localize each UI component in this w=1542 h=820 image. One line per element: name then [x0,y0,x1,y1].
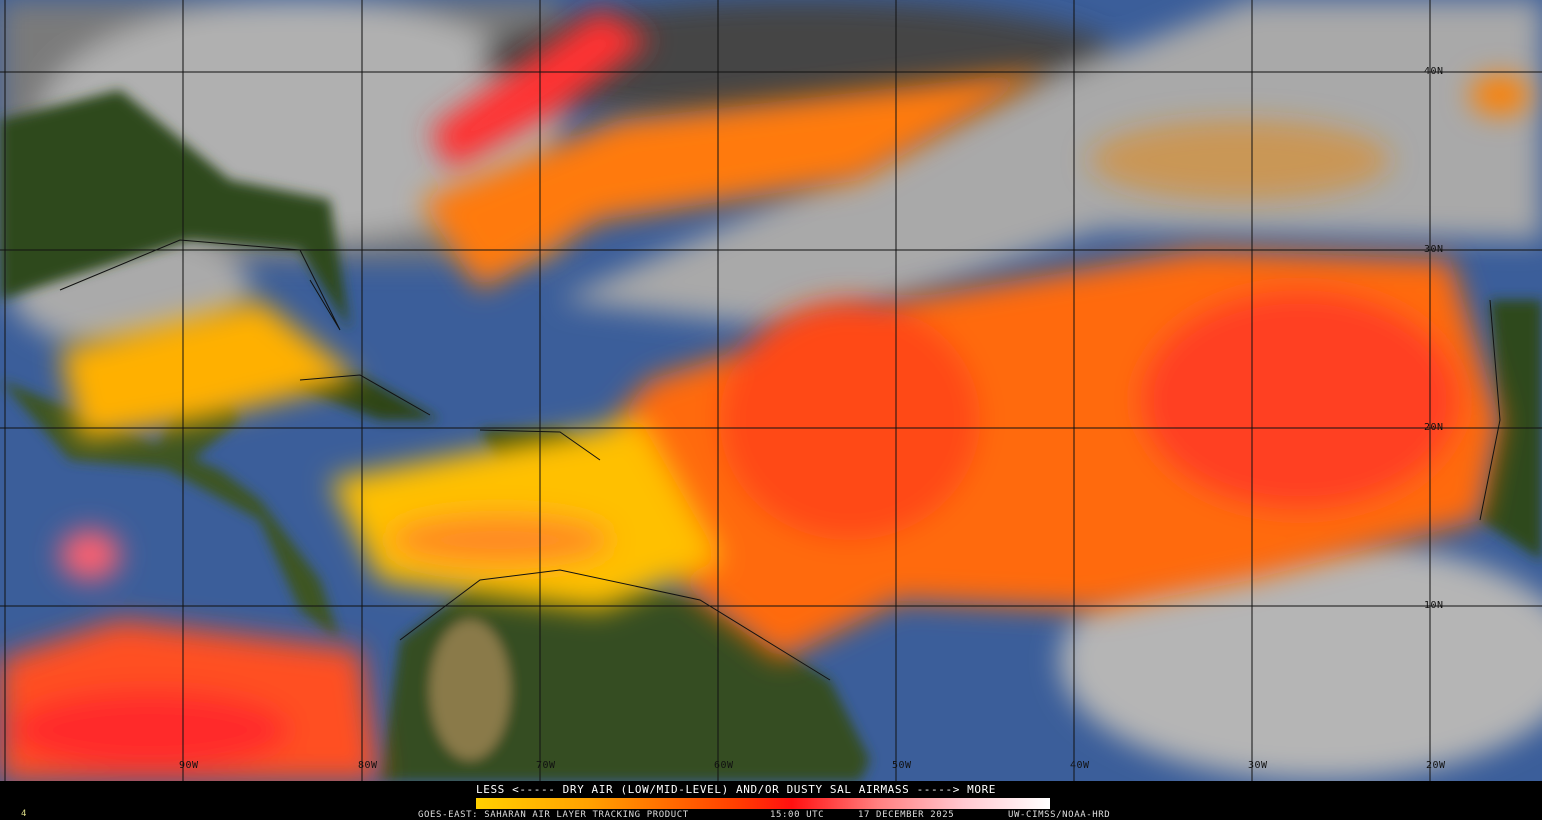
legend-title: LESS <----- DRY AIR (LOW/MID-LEVEL) AND/… [476,783,997,796]
credit: UW-CIMSS/NOAA-HRD [1008,810,1111,820]
date-stamp: 17 DECEMBER 2025 [858,810,955,820]
lon-label: 80W [358,760,378,771]
coastlines [59,239,1501,681]
product-name: GOES-EAST: SAHARAN AIR LAYER TRACKING PR… [418,810,689,820]
legend-footer: LESS <----- DRY AIR (LOW/MID-LEVEL) AND/… [0,781,1542,820]
lat-label: 30N [1424,244,1444,255]
lon-label: 90W [179,760,199,771]
frame-number: 4 [21,809,27,819]
time-stamp: 15:00 UTC [770,810,825,820]
color-scale-bar [476,798,1050,809]
satellite-map [0,0,1542,781]
lat-lon-grid [0,0,1542,781]
lon-label: 30W [1248,760,1268,771]
lat-label: 20N [1424,422,1444,433]
lon-label: 20W [1426,760,1446,771]
lon-label: 50W [892,760,912,771]
lat-label: 40N [1424,66,1444,77]
dry-air-layer [0,10,1530,781]
lon-label: 40W [1070,760,1090,771]
lon-label: 60W [714,760,734,771]
lon-label: 70W [536,760,556,771]
lat-label: 10N [1424,600,1444,611]
